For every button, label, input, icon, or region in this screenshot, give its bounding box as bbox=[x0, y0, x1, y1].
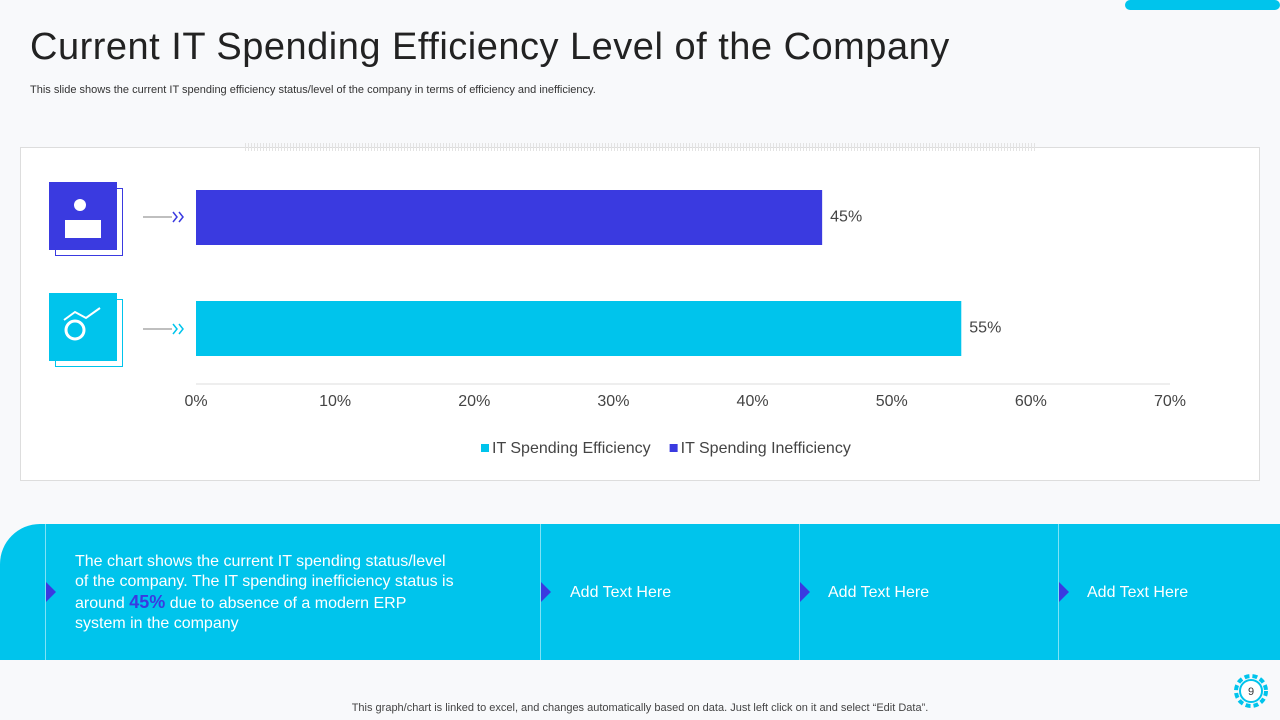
slide-subtitle: This slide shows the current IT spending… bbox=[30, 84, 596, 96]
icon-trend bbox=[63, 307, 101, 321]
summary-text: The chart shows the current IT spending … bbox=[75, 552, 455, 634]
footer-note: This graph/chart is linked to excel, and… bbox=[351, 702, 929, 714]
x-tick-label: 20% bbox=[458, 393, 490, 410]
box-text: Add Text Here bbox=[1087, 584, 1189, 601]
icon-person bbox=[74, 199, 86, 211]
top-accent bbox=[1125, 0, 1280, 10]
icon-desk bbox=[65, 220, 101, 238]
x-tick-label: 60% bbox=[1015, 393, 1047, 410]
panel-markers bbox=[46, 582, 1069, 602]
bar bbox=[196, 301, 962, 356]
summary-part: The chart shows the current IT spending … bbox=[75, 553, 454, 612]
panel-corner bbox=[1240, 524, 1280, 660]
icon-box bbox=[49, 182, 117, 250]
x-tick-label: 0% bbox=[184, 393, 207, 410]
icon-gear bbox=[64, 319, 86, 341]
value-label: 55% bbox=[969, 320, 1001, 337]
summary-part: due to absence of a modern ERP system in… bbox=[75, 595, 407, 632]
slide-title: Current IT Spending Efficiency Level of … bbox=[30, 26, 950, 68]
panel-dividers bbox=[45, 524, 1059, 660]
legend-swatch bbox=[481, 444, 489, 452]
gear-icon bbox=[1234, 674, 1268, 708]
value-label: 45% bbox=[830, 209, 862, 226]
arrows bbox=[143, 211, 184, 335]
x-tick-label: 40% bbox=[737, 393, 769, 410]
x-tick-label: 70% bbox=[1154, 393, 1186, 410]
box-text: Add Text Here bbox=[828, 584, 930, 601]
panel bbox=[0, 524, 1280, 660]
legend-swatch bbox=[669, 444, 678, 452]
legend-label: IT Spending Efficiency bbox=[492, 440, 651, 457]
gear-icon-inner bbox=[1239, 679, 1263, 703]
x-tick-label: 30% bbox=[597, 393, 629, 410]
x-tick-label: 10% bbox=[319, 393, 351, 410]
x-tick-label: 50% bbox=[876, 393, 908, 410]
bar bbox=[196, 190, 823, 245]
page-number: 9 bbox=[1248, 686, 1254, 698]
legend-label: IT Spending Inefficiency bbox=[681, 440, 851, 457]
box-text: Add Text Here bbox=[570, 584, 672, 601]
summary-highlight: 45% bbox=[129, 592, 166, 612]
